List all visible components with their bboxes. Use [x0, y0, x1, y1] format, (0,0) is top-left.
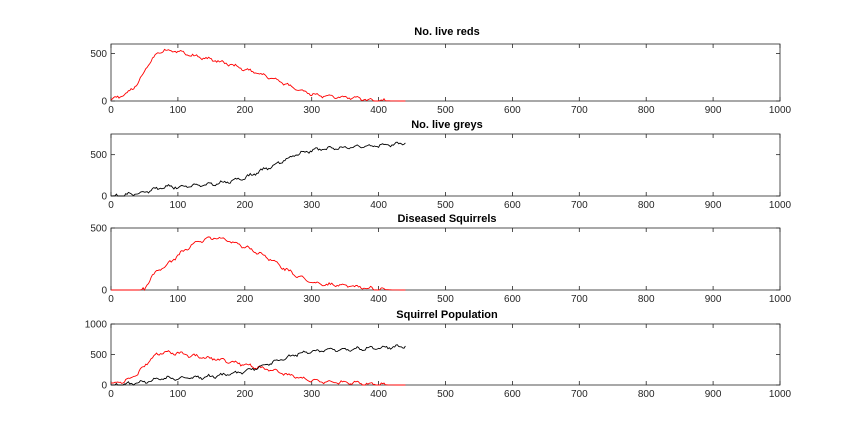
- x-tick-label: 0: [108, 200, 114, 211]
- x-tick-label: 1000: [769, 294, 792, 305]
- series-line: [110, 344, 406, 386]
- x-tick-label: 700: [571, 294, 588, 305]
- y-tick-label: 500: [90, 150, 107, 161]
- x-tick-label: 100: [170, 105, 187, 116]
- x-tick-label: 300: [303, 389, 320, 400]
- x-tick-label: 1000: [769, 105, 792, 116]
- x-tick-label: 900: [705, 200, 722, 211]
- panel-diseased-squirrels: Diseased Squirrels 0 100 200 300 400 500 600 70…: [90, 213, 791, 305]
- x-tick-label: 100: [170, 389, 187, 400]
- panel-live-greys: No. live greys 0 100 200 300 400 500 600 700 800…: [90, 119, 791, 211]
- axes-box: [110, 227, 781, 291]
- x-tick-label: 800: [638, 294, 655, 305]
- x-tick-label: 800: [638, 389, 655, 400]
- x-tick-label: 900: [705, 294, 722, 305]
- x-tick-label: 300: [303, 294, 320, 305]
- y-tick-label: 500: [90, 224, 107, 235]
- x-tick-label: 100: [170, 294, 187, 305]
- x-tick-label: 200: [236, 294, 253, 305]
- x-tick-label: 500: [437, 294, 454, 305]
- x-tick-label: 600: [504, 105, 521, 116]
- x-tick-label: 200: [236, 200, 253, 211]
- x-tick-label: 500: [437, 200, 454, 211]
- x-tick-label: 400: [370, 105, 387, 116]
- x-tick-label: 200: [236, 389, 253, 400]
- x-tick-label: 400: [370, 389, 387, 400]
- x-tick-label: 700: [571, 105, 588, 116]
- y-tick-label: 500: [90, 49, 107, 60]
- x-tick-label: 400: [370, 294, 387, 305]
- x-tick-label: 0: [108, 105, 114, 116]
- panel-title: Squirrel Population: [396, 309, 498, 321]
- panel-title: Diseased Squirrels: [397, 213, 496, 225]
- x-tick-label: 600: [504, 294, 521, 305]
- x-tick-label: 600: [504, 200, 521, 211]
- axes-box: [110, 43, 781, 102]
- x-tick-label: 400: [370, 200, 387, 211]
- x-tick-label: 900: [705, 389, 722, 400]
- series-line: [110, 350, 406, 386]
- y-tick-label: 500: [90, 350, 107, 361]
- x-tick-label: 0: [108, 294, 114, 305]
- y-tick-label: 0: [101, 286, 107, 297]
- x-tick-label: 900: [705, 105, 722, 116]
- x-tick-label: 0: [108, 389, 114, 400]
- x-tick-label: 800: [638, 200, 655, 211]
- y-tick-label: 0: [101, 381, 107, 392]
- x-tick-label: 100: [170, 200, 187, 211]
- x-tick-label: 500: [437, 389, 454, 400]
- x-tick-label: 700: [571, 200, 588, 211]
- panel-title: No. live reds: [414, 26, 479, 38]
- panel-title: No. live greys: [411, 119, 483, 131]
- y-tick-label: 1000: [85, 320, 108, 331]
- x-tick-label: 1000: [769, 200, 792, 211]
- axes-box: [110, 133, 781, 197]
- series-line: [110, 48, 406, 102]
- x-tick-label: 800: [638, 105, 655, 116]
- series-line: [111, 236, 406, 291]
- x-tick-label: 1000: [769, 389, 792, 400]
- series-line: [110, 141, 406, 197]
- x-tick-label: 300: [303, 200, 320, 211]
- x-tick-label: 700: [571, 389, 588, 400]
- x-tick-label: 600: [504, 389, 521, 400]
- x-tick-label: 300: [303, 105, 320, 116]
- panel-live-reds: No. live reds 0 100 200 300 400 500 600 700 800 9…: [90, 26, 791, 116]
- panel-squirrel-population: Squirrel Population 0 100 200 300 400 500 600 7…: [85, 309, 792, 400]
- x-tick-label: 500: [437, 105, 454, 116]
- y-tick-label: 0: [101, 192, 107, 203]
- y-tick-label: 0: [101, 97, 107, 108]
- x-tick-label: 200: [236, 105, 253, 116]
